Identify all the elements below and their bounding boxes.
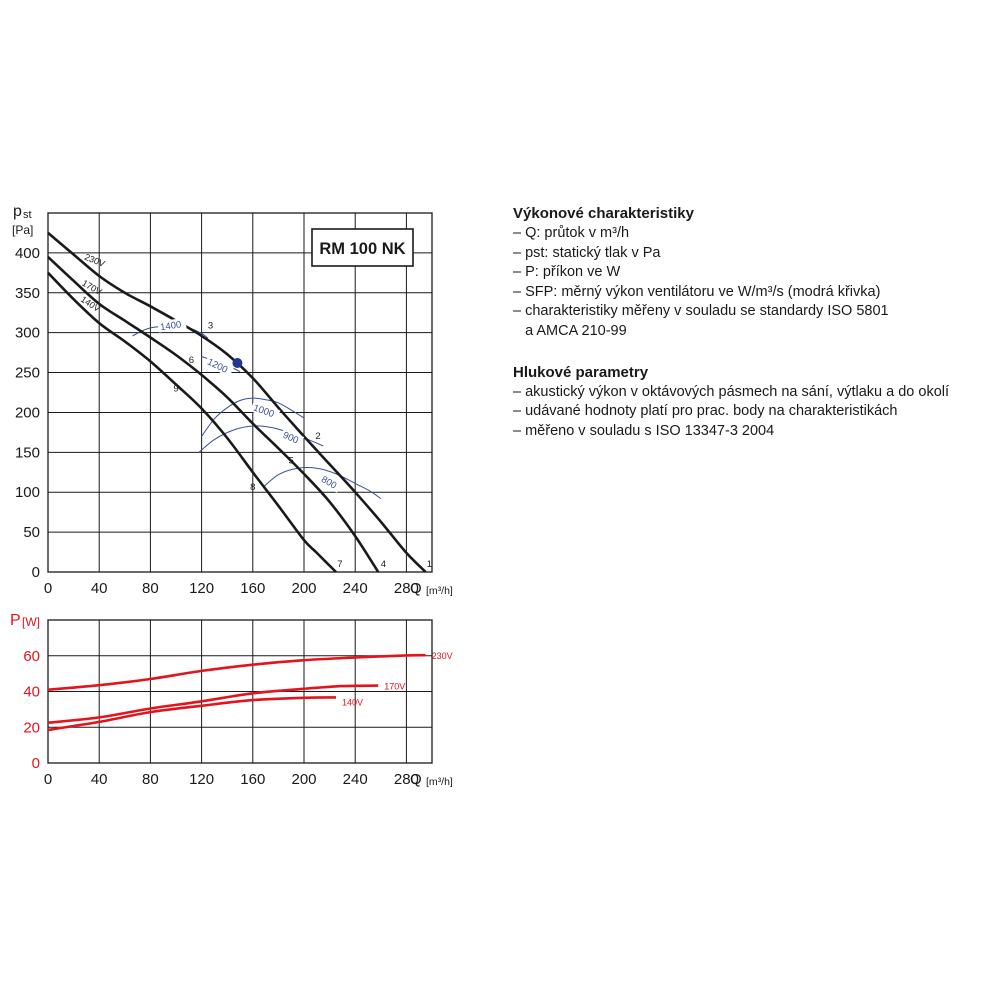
y-axis-unit: [W] [22, 615, 40, 629]
y-axis-label: p [13, 203, 22, 220]
perf-item: – pst: statický tlak v Pa [513, 244, 661, 261]
perf-item: a AMCA 210-99 [513, 322, 627, 339]
y-tick-label: 20 [23, 719, 40, 736]
curve-230V [47, 231, 427, 573]
point-label: 8 [250, 482, 255, 493]
noise-item: – udávané hodnoty platí pro prac. body n… [513, 403, 898, 420]
plot-frame [47, 619, 433, 764]
perf-item: – charakteristiky měřeny v souladu se st… [513, 303, 889, 320]
power-chart: 0 40 80 120 160 200 240 280 0 20 40 60 Q [m³/h] P [W] 23… [10, 612, 453, 788]
x-tick-label: 240 [343, 580, 368, 597]
voltage-label: 140V [79, 294, 102, 314]
x-tick-label: 160 [240, 580, 265, 597]
perf-item: – P: příkon ve W [513, 264, 621, 281]
y-tick-label: 200 [15, 404, 40, 421]
y-tick-label: 50 [23, 524, 40, 541]
sfp-label-bg [317, 472, 343, 493]
x-tick-label: 200 [291, 580, 316, 597]
sfp-label-bg [157, 317, 187, 333]
x-tick-label: 120 [189, 771, 214, 788]
y-tick-label: 250 [15, 365, 40, 382]
curve-140V [47, 271, 337, 573]
sfp-label-bg [279, 428, 305, 448]
point-label: 4 [381, 559, 386, 570]
noise-list: – akustický výkon v oktávových pásmech n… [513, 383, 993, 442]
info-panel: Výkonové charakteristiky – Q: průtok v m… [513, 203, 993, 441]
x-tick-label: 120 [189, 580, 214, 597]
x-tick-label: 280 [394, 771, 419, 788]
x-tick-label: 0 [44, 580, 52, 597]
power-curve-170V [47, 684, 379, 725]
x-tick-label: 240 [343, 771, 368, 788]
y-tick-label: 150 [15, 444, 40, 461]
x-tick-label: 40 [91, 771, 108, 788]
sfp-curve-900 [198, 425, 324, 453]
x-tick-label: 0 [44, 771, 52, 788]
sfp-label: 1400 [160, 319, 182, 333]
point-label: 6 [189, 355, 194, 366]
point-label: 9 [173, 384, 178, 395]
x-axis-unit: [m³/h] [426, 776, 453, 788]
point-label: 2 [315, 431, 320, 442]
y-tick-label: 300 [15, 325, 40, 342]
y-axis-unit: [Pa] [12, 223, 33, 237]
noise-heading: Hlukové parametry [513, 363, 649, 381]
plot-frame [47, 212, 433, 573]
y-tick-label: 0 [32, 564, 40, 581]
curve-170V [47, 255, 380, 573]
model-label: RM 100 NK [319, 240, 405, 258]
power-curve-230V [47, 653, 426, 691]
power-curve-label: 230V [432, 651, 453, 661]
sfp-curve-1000 [201, 397, 305, 437]
performance-list: – Q: průtok v m³/h – pst: statický tlak v… [513, 224, 993, 342]
sfp-curve-800 [262, 467, 382, 500]
y-tick-label: 350 [15, 285, 40, 302]
y-tick-label: 400 [15, 245, 40, 262]
performance-heading: Výkonové charakteristiky [513, 205, 694, 222]
perf-item: – SFP: měrný výkon ventilátoru ve W/m³/s… [513, 283, 881, 300]
noise-item: – měřeno v souladu s ISO 13347-3 2004 [513, 422, 775, 439]
x-tick-label: 160 [240, 771, 265, 788]
point-label: 7 [337, 559, 342, 570]
x-axis-label: Q [410, 771, 422, 788]
x-axis-label: Q [410, 580, 422, 597]
x-axis-unit: [m³/h] [426, 585, 453, 597]
model-label-box [311, 228, 414, 267]
power-curve-140V [47, 696, 337, 732]
power-curve-label: 140V [342, 697, 363, 707]
y-tick-label: 60 [23, 648, 40, 665]
y-tick-label: 0 [32, 755, 40, 772]
x-tick-label: 80 [142, 580, 159, 597]
sfp-label: 1000 [252, 403, 276, 421]
x-tick-label: 280 [394, 580, 419, 597]
point-label: 1 [427, 559, 432, 570]
operating-point-marker [232, 357, 243, 368]
x-tick-label: 40 [91, 580, 108, 597]
power-curve-label: 170V [384, 682, 405, 692]
y-tick-label: 100 [15, 484, 40, 501]
y-axis-label: P [10, 612, 21, 629]
sfp-label-bg [250, 400, 281, 421]
perf-item: – Q: průtok v m³/h [513, 225, 630, 241]
pressure-chart: 0 40 80 120 160 200 240 28005010015020025030035… [12, 203, 453, 597]
noise-item: – akustický výkon v oktávových pásmech n… [513, 383, 950, 400]
sfp-label-bg [204, 354, 235, 377]
y-tick-label: 40 [23, 684, 40, 701]
x-tick-label: 80 [142, 771, 159, 788]
point-label: 5 [289, 456, 294, 467]
point-label: 3 [208, 321, 213, 332]
x-tick-label: 200 [291, 771, 316, 788]
y-axis-label-sub: st [23, 209, 32, 221]
